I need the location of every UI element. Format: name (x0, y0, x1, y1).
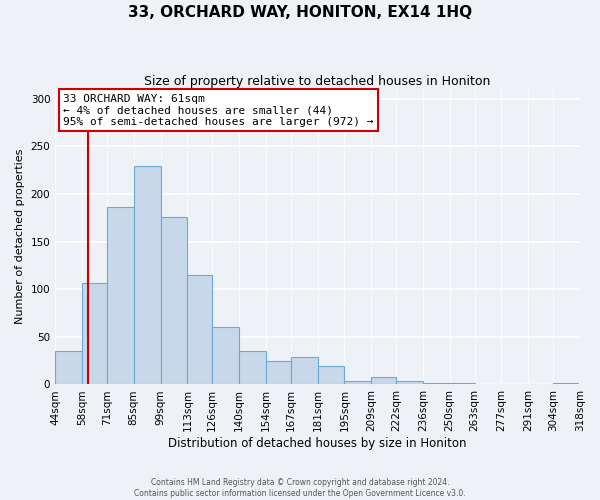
Bar (371, 377, 396, 384)
Bar (55, 351, 82, 384)
Title: Size of property relative to detached houses in Honiton: Size of property relative to detached ho… (145, 75, 491, 88)
Bar (266, 360, 291, 384)
Bar (423, 382, 450, 384)
Bar (239, 351, 266, 384)
Bar (107, 208, 134, 384)
Bar (212, 328, 239, 384)
Bar (396, 380, 423, 384)
Bar (317, 366, 344, 384)
Bar (450, 382, 475, 384)
X-axis label: Distribution of detached houses by size in Honiton: Distribution of detached houses by size … (169, 437, 467, 450)
Bar (344, 380, 371, 384)
Text: 33, ORCHARD WAY, HONITON, EX14 1HQ: 33, ORCHARD WAY, HONITON, EX14 1HQ (128, 5, 472, 20)
Text: 33 ORCHARD WAY: 61sqm
← 4% of detached houses are smaller (44)
95% of semi-detac: 33 ORCHARD WAY: 61sqm ← 4% of detached h… (63, 94, 374, 127)
Bar (82, 282, 107, 384)
Bar (553, 382, 578, 384)
Y-axis label: Number of detached properties: Number of detached properties (15, 149, 25, 324)
Text: Contains HM Land Registry data © Crown copyright and database right 2024.
Contai: Contains HM Land Registry data © Crown c… (134, 478, 466, 498)
Bar (291, 357, 317, 384)
Bar (187, 275, 212, 384)
Bar (161, 217, 187, 384)
Bar (134, 166, 161, 384)
